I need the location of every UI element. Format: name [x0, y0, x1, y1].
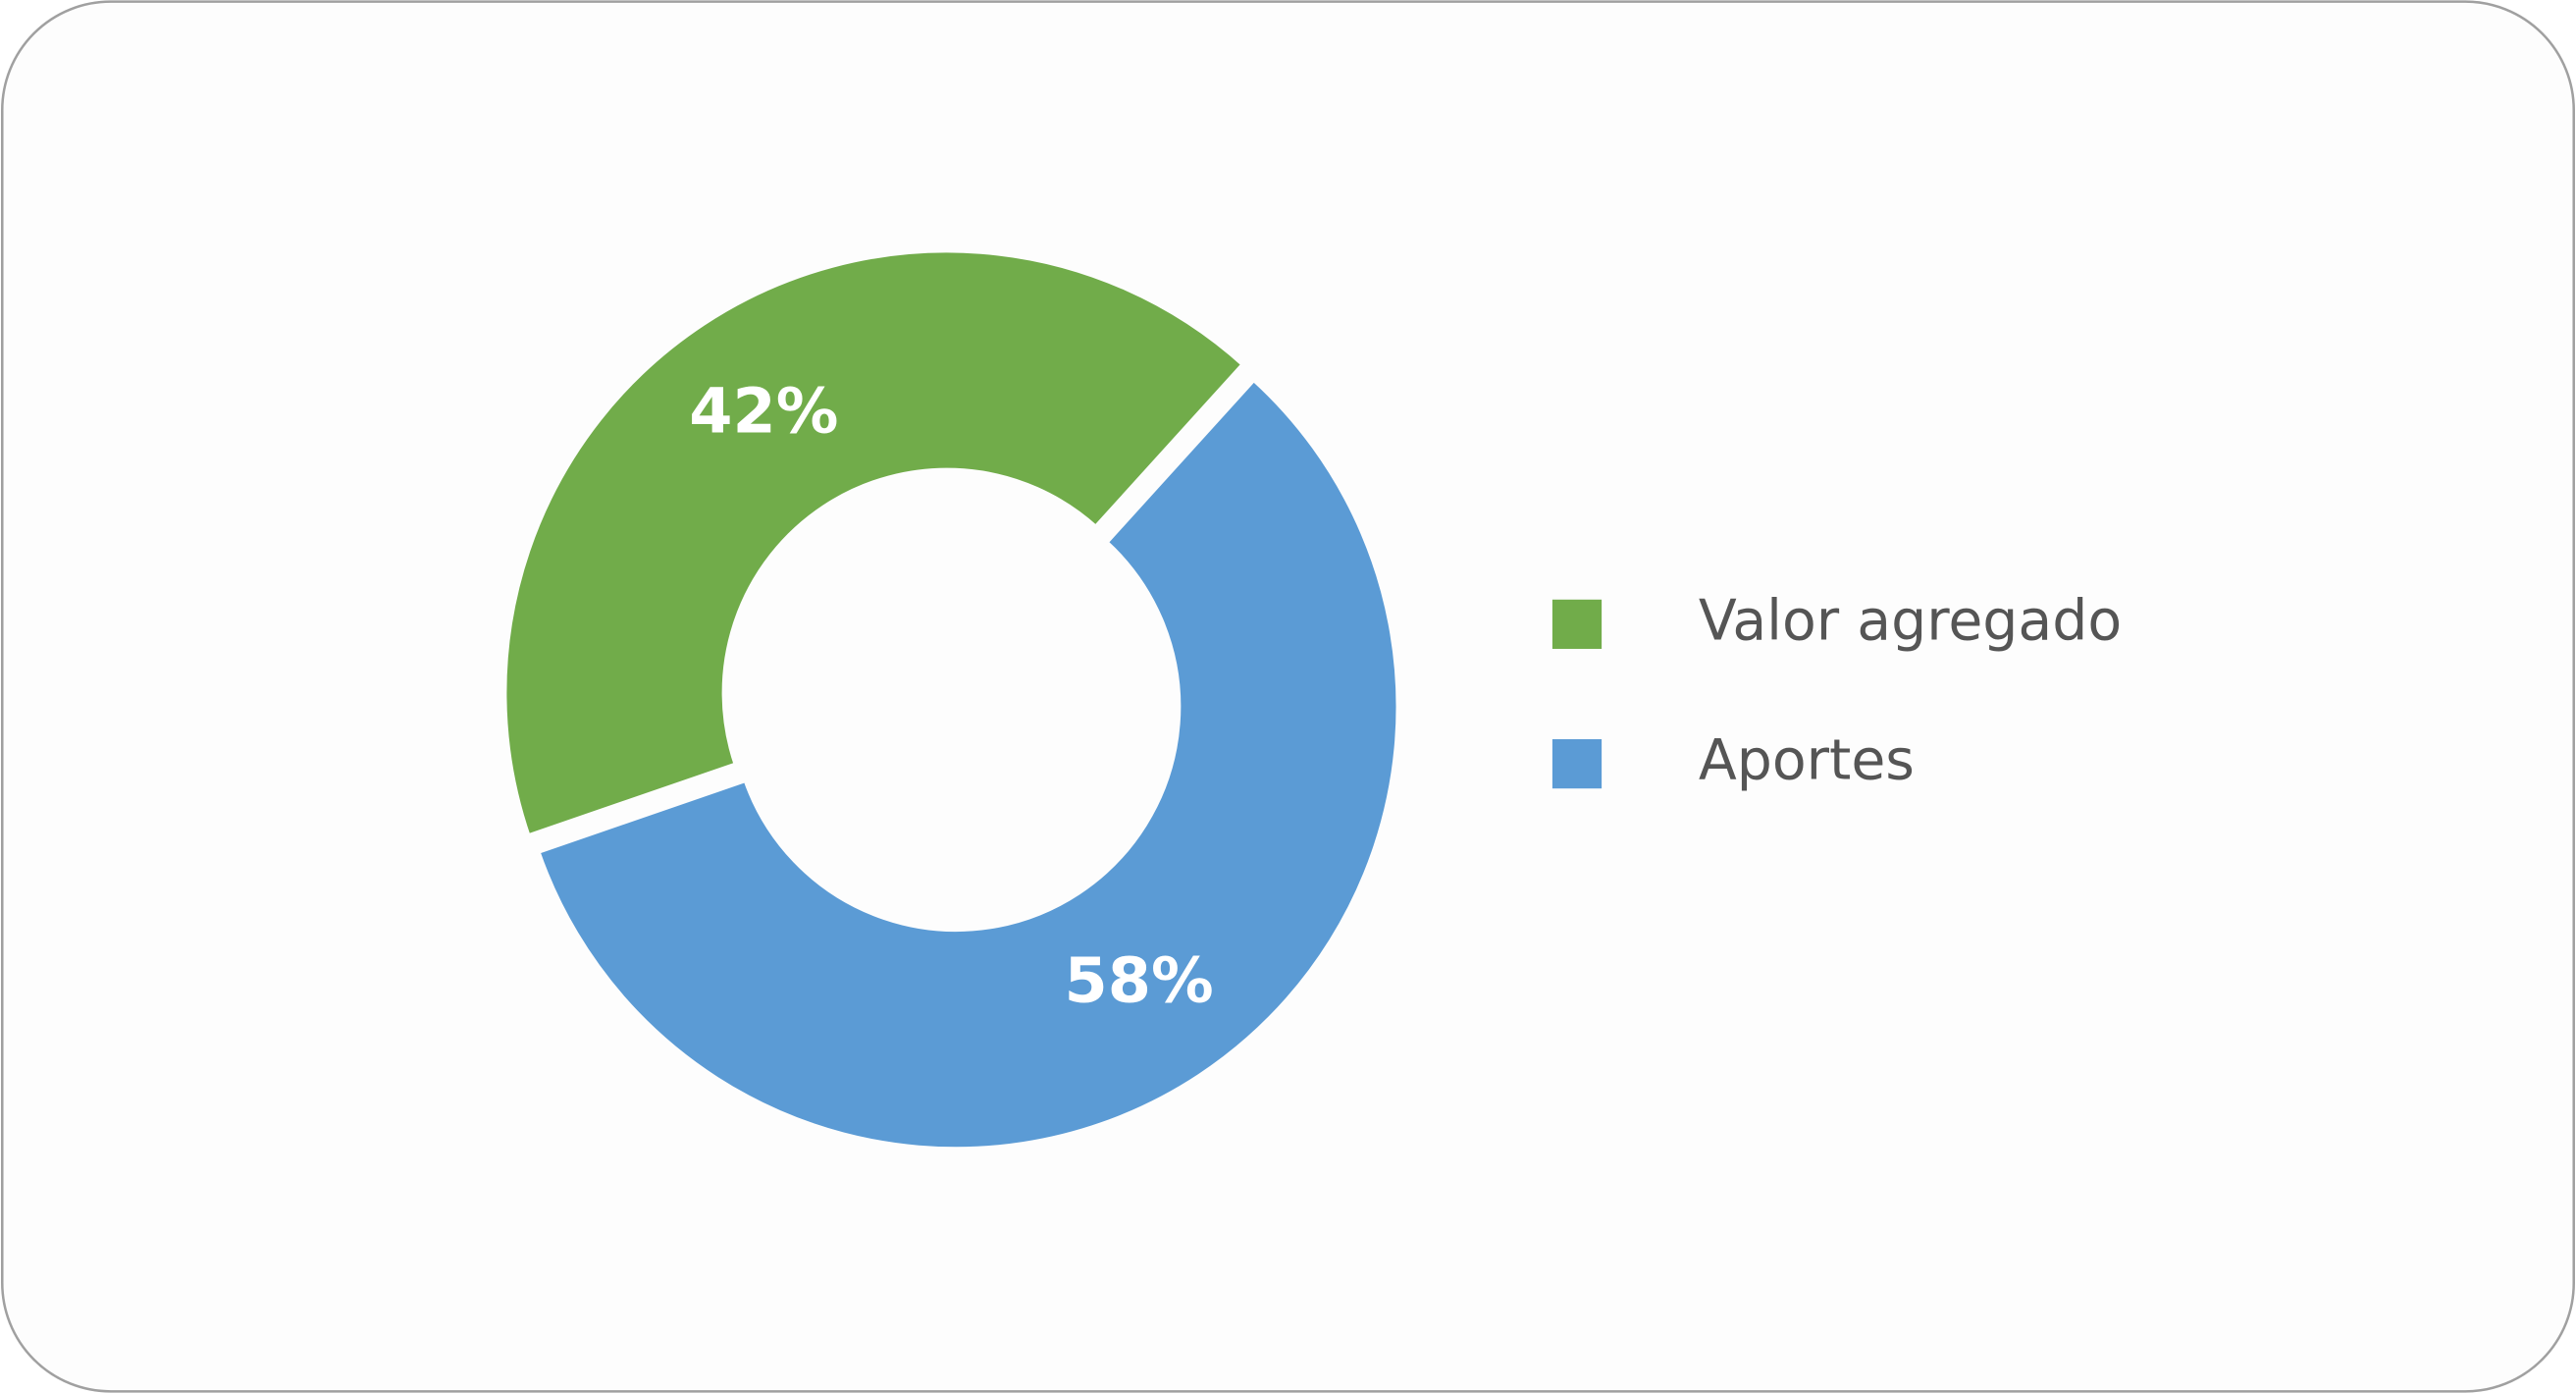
- legend-label: Aportes: [1699, 728, 1915, 793]
- value-label: 42%: [689, 375, 838, 448]
- slice: [532, 373, 1403, 1153]
- slice: [499, 245, 1250, 842]
- legend-swatch: [1551, 599, 1603, 649]
- legend-label: Valor agregado: [1699, 588, 2122, 653]
- value-label: 58%: [1065, 943, 1214, 1016]
- legend-swatch: [1551, 739, 1603, 789]
